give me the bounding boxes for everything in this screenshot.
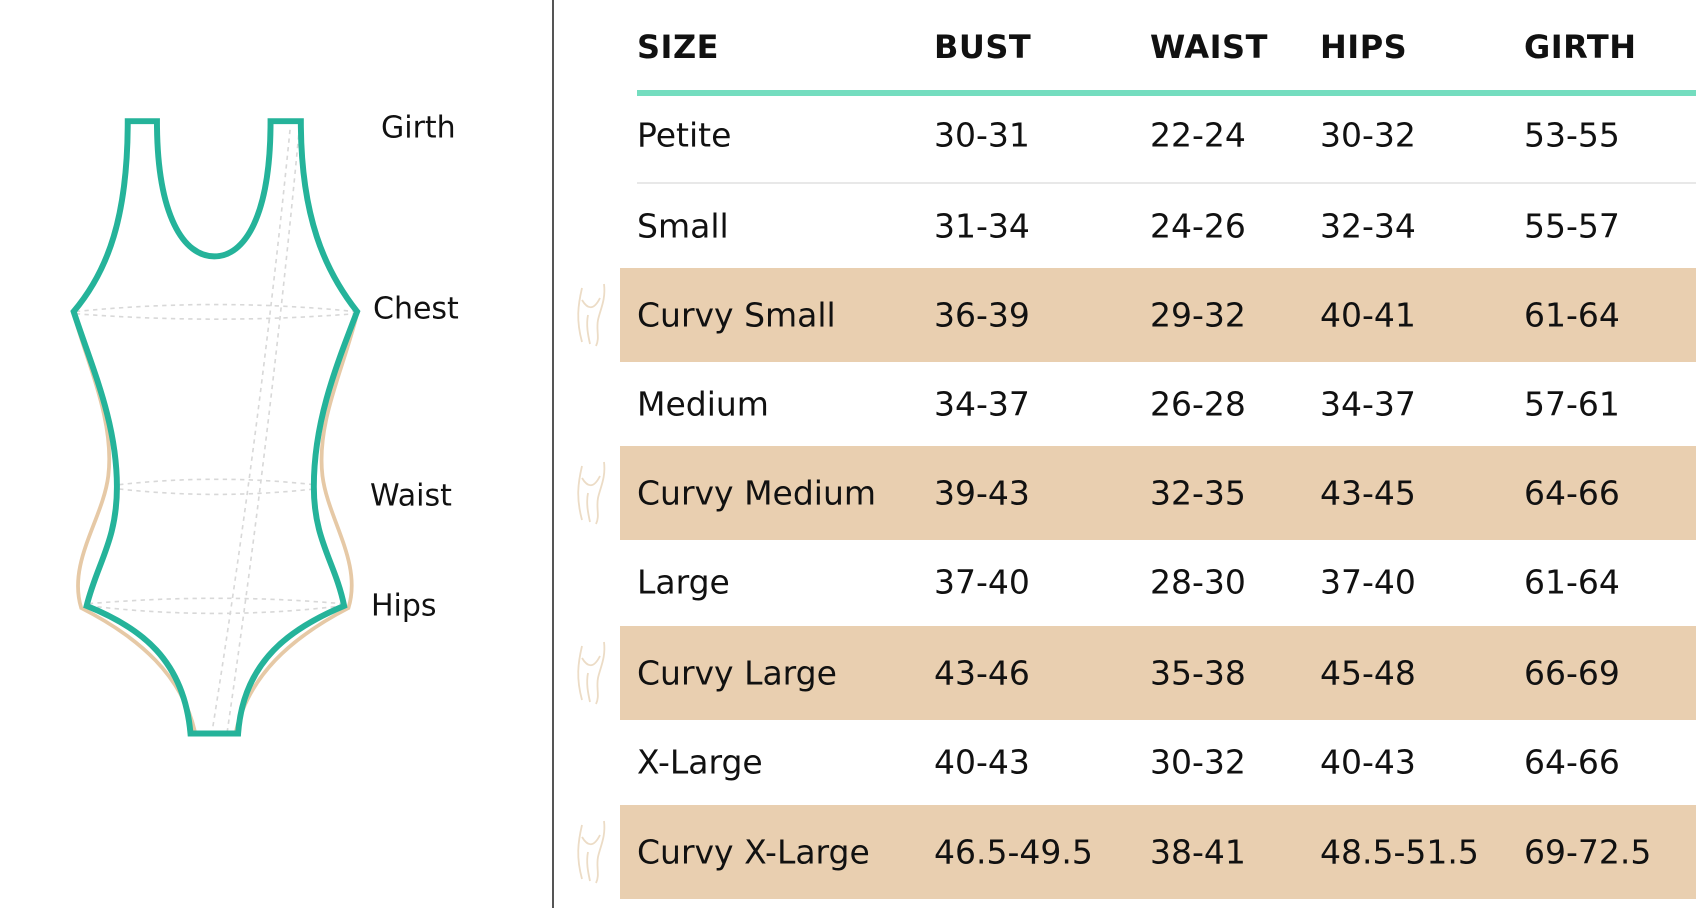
cell-girth: 69-72.5: [1524, 832, 1652, 872]
cell-bust: 43-46: [934, 653, 1030, 693]
cell-size: Curvy Medium: [637, 473, 877, 513]
row-separator: [637, 182, 1696, 184]
cell-size: Small: [637, 206, 729, 246]
cell-waist: 29-32: [1150, 295, 1246, 335]
cell-bust: 46.5-49.5: [934, 832, 1093, 872]
cell-girth: 64-66: [1524, 742, 1620, 782]
header-rule: [637, 90, 1696, 96]
cell-girth: 57-61: [1524, 384, 1620, 424]
cell-hips: 40-41: [1320, 295, 1416, 335]
label-waist: Waist: [370, 478, 452, 514]
cell-waist: 32-35: [1150, 473, 1246, 513]
cell-hips: 32-34: [1320, 206, 1416, 246]
cell-hips: 37-40: [1320, 562, 1416, 602]
cell-hips: 45-48: [1320, 653, 1416, 693]
cell-hips: 48.5-51.5: [1320, 832, 1479, 872]
cell-bust: 40-43: [934, 742, 1030, 782]
swimsuit-diagram: [70, 118, 361, 737]
guide-lines: [75, 129, 356, 732]
cell-bust: 39-43: [934, 473, 1030, 513]
header-girth: GIRTH: [1524, 28, 1637, 66]
cell-hips: 34-37: [1320, 384, 1416, 424]
header-size: SIZE: [637, 28, 720, 66]
cell-size: X-Large: [637, 742, 763, 782]
cell-waist: 38-41: [1150, 832, 1246, 872]
cell-waist: 24-26: [1150, 206, 1246, 246]
cell-waist: 28-30: [1150, 562, 1246, 602]
label-chest: Chest: [373, 291, 459, 327]
cell-size: Petite: [637, 115, 732, 155]
cell-bust: 30-31: [934, 115, 1030, 155]
cell-hips: 43-45: [1320, 473, 1416, 513]
cell-bust: 31-34: [934, 206, 1030, 246]
standard-outline: [70, 118, 361, 737]
curvy-row-highlight: [620, 268, 1696, 362]
header-bust: BUST: [934, 28, 1032, 66]
curvy-row-highlight: [620, 446, 1696, 540]
cell-size: Curvy Large: [637, 653, 837, 693]
curvy-row-highlight: [620, 805, 1696, 899]
cell-size: Curvy X-Large: [637, 832, 870, 872]
cell-waist: 26-28: [1150, 384, 1246, 424]
panel-divider: [552, 0, 554, 908]
cell-girth: 61-64: [1524, 562, 1620, 602]
cell-size: Large: [637, 562, 730, 602]
cell-bust: 34-37: [934, 384, 1030, 424]
cell-hips: 40-43: [1320, 742, 1416, 782]
header-waist: WAIST: [1150, 28, 1268, 66]
cell-waist: 22-24: [1150, 115, 1246, 155]
cell-size: Medium: [637, 384, 769, 424]
curvy-body-icon: [577, 820, 606, 884]
measurement-figure: Girth Chest Waist Hips: [0, 0, 553, 912]
cell-hips: 30-32: [1320, 115, 1416, 155]
cell-bust: 36-39: [934, 295, 1030, 335]
cell-girth: 55-57: [1524, 206, 1620, 246]
header-hips: HIPS: [1320, 28, 1408, 66]
label-girth: Girth: [381, 110, 456, 146]
label-hips: Hips: [371, 588, 437, 624]
cell-girth: 53-55: [1524, 115, 1620, 155]
curvy-body-icon: [577, 461, 606, 525]
cell-waist: 35-38: [1150, 653, 1246, 693]
cell-girth: 66-69: [1524, 653, 1620, 693]
cell-girth: 61-64: [1524, 295, 1620, 335]
cell-bust: 37-40: [934, 562, 1030, 602]
curvy-row-highlight: [620, 626, 1696, 720]
cell-waist: 30-32: [1150, 742, 1246, 782]
curvy-body-icon: [577, 641, 606, 705]
curvy-body-icon: [577, 283, 606, 347]
cell-girth: 64-66: [1524, 473, 1620, 513]
cell-size: Curvy Small: [637, 295, 836, 335]
